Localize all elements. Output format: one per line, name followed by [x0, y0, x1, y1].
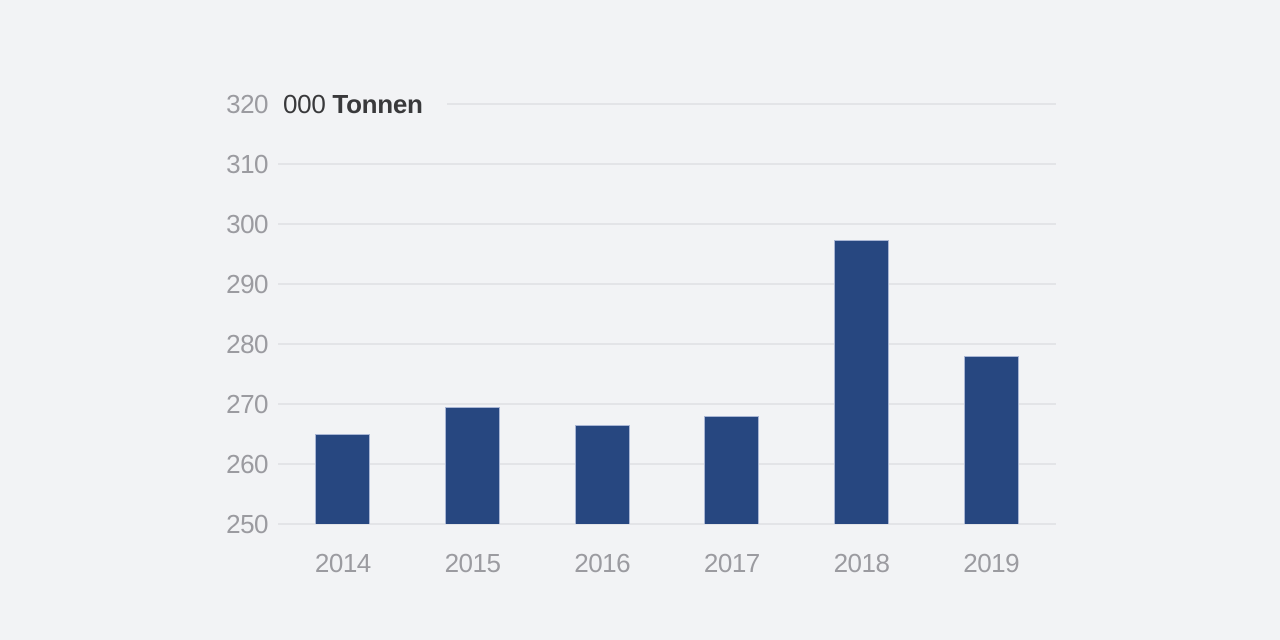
chart-title: 000 Tonnen — [283, 88, 423, 120]
bar-2016 — [574, 425, 630, 524]
x-axis-tick-label-2017: 2017 — [703, 548, 760, 578]
gridline-300 — [278, 223, 1056, 225]
y-axis-tick-label-290: 290 — [226, 269, 268, 299]
x-axis-tick-label-2015: 2015 — [444, 548, 501, 578]
gridline-280 — [278, 343, 1056, 345]
gridline-320 — [447, 103, 1056, 105]
y-axis-tick-label-260: 260 — [226, 449, 268, 479]
y-axis-tick-label-300: 300 — [226, 209, 268, 239]
bar-2019 — [963, 356, 1019, 524]
x-axis-tick-label-2019: 2019 — [963, 548, 1020, 578]
gridline-290 — [278, 283, 1056, 285]
x-axis-tick-label-2018: 2018 — [833, 548, 890, 578]
bar-2018 — [834, 240, 889, 524]
y-axis-tick-label-250: 250 — [226, 509, 268, 539]
gridline-270 — [278, 403, 1056, 405]
x-axis-tick-label-2016: 2016 — [574, 548, 631, 578]
gridline-260 — [278, 463, 1056, 465]
y-axis-tick-label-270: 270 — [226, 389, 268, 419]
bar-2017 — [704, 416, 760, 524]
x-axis-tick-label-2014: 2014 — [314, 548, 371, 578]
bar-2015 — [445, 407, 500, 524]
bar-2014 — [315, 434, 371, 524]
chart-title-unit: Tonnen — [332, 89, 423, 119]
gridline-250 — [278, 523, 1056, 525]
y-axis-tick-label-320: 320 — [226, 89, 268, 119]
chart-title-prefix: 000 — [283, 89, 326, 119]
gridline-310 — [278, 163, 1056, 165]
y-axis-tick-label-280: 280 — [226, 329, 268, 359]
y-axis-tick-label-310: 310 — [226, 149, 268, 179]
